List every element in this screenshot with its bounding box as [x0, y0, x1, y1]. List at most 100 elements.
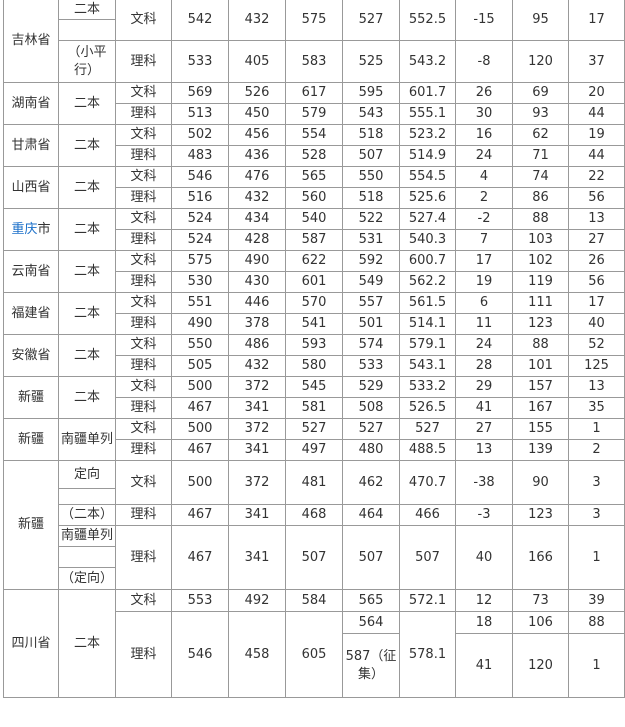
value-cell: 540	[285, 208, 343, 230]
table-row: 四川省 二本 文科 553 492 584 565 572.1 12 73 39	[3, 589, 625, 698]
value-cell: 486	[228, 334, 286, 356]
value-cell: 502	[171, 124, 229, 146]
value-cell: 450	[228, 103, 286, 125]
value-cell: 553	[171, 589, 229, 612]
value-cell: 93	[512, 103, 569, 125]
batch-cell: 二本	[58, 124, 116, 167]
value-cell: 542	[171, 0, 229, 41]
value-cell: 561.5	[399, 292, 456, 314]
track-cell: 文科	[115, 250, 172, 272]
value-cell: 456	[228, 124, 286, 146]
province-cell: 安徽省	[3, 334, 59, 377]
value-cell: 527	[399, 418, 456, 440]
value-cell: 2	[455, 187, 513, 209]
track-cell: 文科	[115, 82, 172, 104]
track-cell: 理科	[115, 187, 172, 209]
value-cell: 527	[342, 418, 400, 440]
value-cell: 578.1	[399, 611, 456, 698]
value-cell: 26	[568, 250, 625, 272]
value-cell: 533.2	[399, 376, 456, 398]
value-cell: 341	[228, 504, 286, 526]
batch-cell: 二本	[58, 376, 116, 419]
table-row: 重庆市 二本 文科 524 434 540 522 527.4 -2 88 13	[3, 208, 625, 251]
value-cell: 13	[455, 439, 513, 461]
value-cell: 508	[342, 397, 400, 419]
value-cell: 41	[455, 633, 513, 698]
value-cell: 432	[228, 187, 286, 209]
value-cell: 71	[512, 145, 569, 167]
track-cell: 理科	[115, 40, 172, 83]
value-cell: 584	[285, 589, 343, 612]
value-cell: 557	[342, 292, 400, 314]
table-row: 云南省 二本 文科 575 490 622 592 600.7 17 102 26	[3, 250, 625, 293]
value-cell: 601	[285, 271, 343, 293]
track-cell: 理科	[115, 103, 172, 125]
batch-cell: 南疆单列	[58, 525, 116, 547]
value-cell: 13	[568, 208, 625, 230]
value-cell: 565	[285, 166, 343, 188]
track-cell: 文科	[115, 292, 172, 314]
province-cell: 新疆	[3, 460, 59, 590]
table-row: 理科 513 450 579 543 555.1 30 93 44	[4, 103, 625, 125]
value-cell: 528	[285, 145, 343, 167]
value-cell: 39	[568, 589, 625, 612]
value-cell: 560	[285, 187, 343, 209]
value-cell: 41	[455, 397, 513, 419]
table-row: 山西省 二本 文科 546 476 565 550 554.5 4 74 22	[3, 166, 625, 209]
value-cell: 125	[568, 355, 625, 377]
value-cell: 37	[568, 40, 625, 83]
value-cell: -15	[455, 0, 513, 41]
track-cell: 理科	[115, 525, 172, 590]
batch-cell: 定向	[58, 460, 116, 489]
value-cell: 167	[512, 397, 569, 419]
value-cell: 27	[568, 229, 625, 251]
value-cell: 52	[568, 334, 625, 356]
value-cell: 467	[171, 397, 229, 419]
value-cell: 462	[342, 460, 400, 505]
value-cell: 483	[171, 145, 229, 167]
track-cell: 文科	[115, 166, 172, 188]
value-cell: 56	[568, 271, 625, 293]
table-row: 吉林省 二本 文科 542 432 575 527 552.5 -15 95 17	[3, 0, 625, 83]
batch-cell: 二本	[58, 589, 116, 698]
value-cell: 550	[171, 334, 229, 356]
value-cell: -2	[455, 208, 513, 230]
value-cell: 490	[228, 250, 286, 272]
value-cell: 543.1	[399, 355, 456, 377]
value-cell: 600.7	[399, 250, 456, 272]
track-cell: 文科	[115, 0, 172, 41]
table-row: 新疆 二本 文科 500 372 545 529 533.2 29 157 13	[3, 376, 625, 419]
value-cell: 372	[228, 418, 286, 440]
value-cell: 372	[228, 376, 286, 398]
value-cell: 526.5	[399, 397, 456, 419]
value-cell: 372	[228, 460, 286, 505]
value-cell: 507	[342, 145, 400, 167]
value-cell: 564	[342, 611, 400, 634]
batch-cell	[58, 488, 116, 505]
value-cell: 500	[171, 460, 229, 505]
value-cell: 540.3	[399, 229, 456, 251]
province-link[interactable]: 重庆	[11, 221, 38, 237]
value-cell: 533	[171, 40, 229, 83]
value-cell: 119	[512, 271, 569, 293]
value-cell: 516	[171, 187, 229, 209]
track-cell: 理科	[115, 611, 172, 698]
value-cell: 580	[285, 355, 343, 377]
value-cell: 468	[285, 504, 343, 526]
value-cell: 166	[512, 525, 569, 590]
value-cell: 24	[455, 334, 513, 356]
value-cell: 44	[568, 103, 625, 125]
value-cell: 29	[455, 376, 513, 398]
value-cell: 405	[228, 40, 286, 83]
batch-cell: 南疆单列	[58, 418, 116, 461]
value-cell: 488.5	[399, 439, 456, 461]
value-cell: 507	[342, 525, 400, 590]
value-cell: 575	[171, 250, 229, 272]
value-cell: 4	[455, 166, 513, 188]
value-cell: -8	[455, 40, 513, 83]
value-cell: 505	[171, 355, 229, 377]
value-cell: 102	[512, 250, 569, 272]
table-row: （小平行） 理科 533 405 583 525 543.2 -8 120 37	[4, 40, 625, 83]
value-cell: 543.2	[399, 40, 456, 83]
province-cell: 云南省	[3, 250, 59, 293]
